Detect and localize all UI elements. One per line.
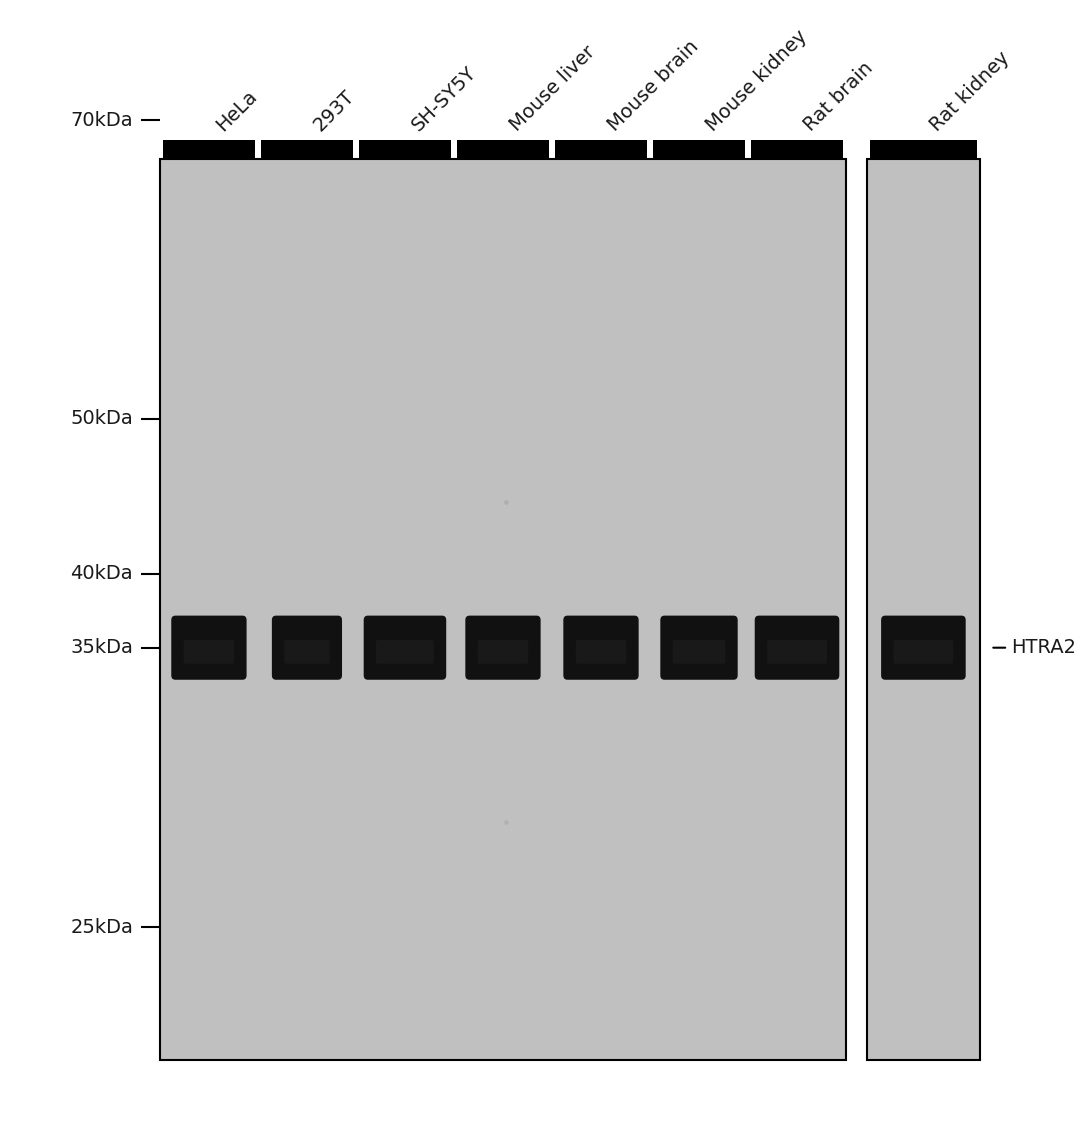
Bar (359, 140, 450, 159)
FancyBboxPatch shape (893, 640, 954, 664)
Bar (869, 140, 977, 159)
Bar (555, 140, 647, 159)
FancyBboxPatch shape (376, 640, 434, 664)
FancyBboxPatch shape (564, 615, 638, 679)
FancyBboxPatch shape (364, 615, 446, 679)
Text: Mouse liver: Mouse liver (507, 41, 598, 135)
FancyBboxPatch shape (172, 615, 246, 679)
Text: Mouse brain: Mouse brain (604, 37, 702, 135)
Text: SH-SY5Y: SH-SY5Y (408, 63, 480, 135)
Text: 35kDa: 35kDa (70, 638, 133, 657)
FancyBboxPatch shape (284, 640, 329, 664)
Text: 293T: 293T (310, 86, 359, 135)
Text: 50kDa: 50kDa (70, 409, 133, 428)
Text: 70kDa: 70kDa (70, 111, 133, 130)
Text: Rat kidney: Rat kidney (927, 48, 1013, 135)
Bar (261, 140, 353, 159)
FancyBboxPatch shape (477, 640, 528, 664)
Bar (457, 140, 549, 159)
Text: 40kDa: 40kDa (70, 564, 133, 583)
Text: Mouse kidney: Mouse kidney (702, 26, 810, 135)
Text: 25kDa: 25kDa (70, 918, 133, 937)
FancyBboxPatch shape (881, 615, 966, 679)
Bar (163, 140, 255, 159)
Bar (653, 140, 745, 159)
FancyBboxPatch shape (767, 640, 827, 664)
FancyBboxPatch shape (272, 615, 342, 679)
FancyBboxPatch shape (755, 615, 839, 679)
Text: Rat brain: Rat brain (800, 58, 877, 135)
Bar (160, 159, 846, 1060)
FancyBboxPatch shape (184, 640, 234, 664)
Bar (866, 159, 981, 1060)
FancyBboxPatch shape (465, 615, 541, 679)
FancyBboxPatch shape (576, 640, 626, 664)
Bar (751, 140, 842, 159)
Text: HTRA2: HTRA2 (1011, 638, 1076, 657)
FancyBboxPatch shape (660, 615, 738, 679)
Text: HeLa: HeLa (212, 86, 260, 135)
FancyBboxPatch shape (673, 640, 726, 664)
